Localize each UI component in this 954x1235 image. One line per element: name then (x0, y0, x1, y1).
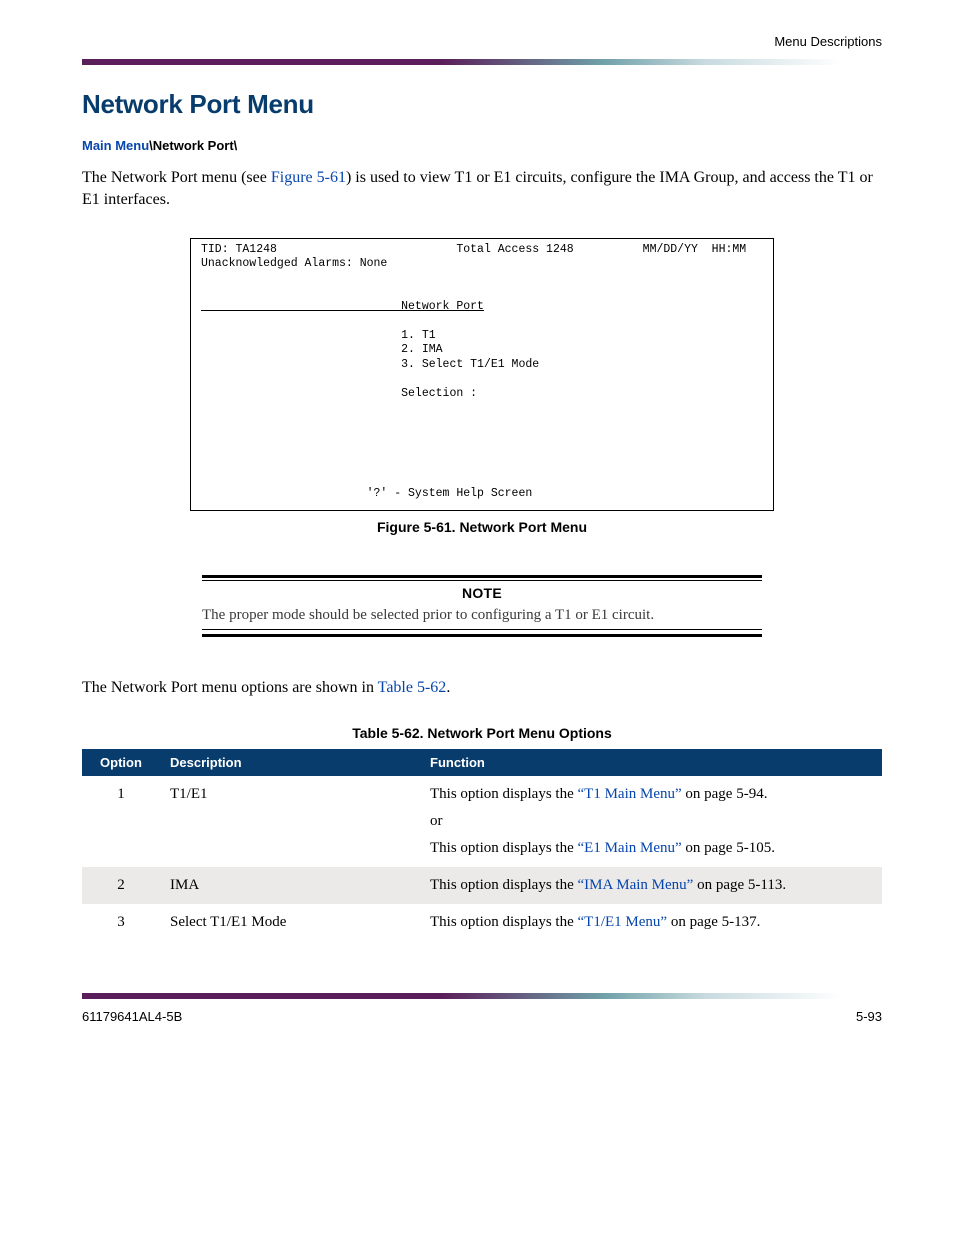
section-heading: Network Port Menu (82, 89, 882, 120)
func-post: on page 5-94. (682, 786, 768, 802)
breadcrumb-rest: \Network Port\ (149, 138, 237, 153)
terminal-title-line: Network Port (201, 300, 484, 313)
footer-left: 61179641AL4-5B (82, 1009, 182, 1024)
func-post: on page 5-137. (667, 914, 760, 930)
td-function: This option displays the “T1 Main Menu” … (420, 776, 882, 867)
terminal-tid-line: TID: TA1248 Total Access 1248 MM/DD/YY H… (201, 243, 746, 256)
breadcrumb-main-menu-link[interactable]: Main Menu (82, 138, 149, 153)
note-rule-bottom-thin (202, 629, 762, 630)
td-function: This option displays the “IMA Main Menu”… (420, 867, 882, 904)
breadcrumb: Main Menu\Network Port\ (82, 138, 882, 153)
func-post: on page 5-113. (693, 877, 786, 893)
td-function: This option displays the “T1/E1 Menu” on… (420, 904, 882, 941)
options-intro-post: . (446, 679, 450, 696)
terminal-alarms-line: Unacknowledged Alarms: None (201, 257, 387, 270)
func-pre2: This option displays the (430, 840, 578, 856)
page-header-right: Menu Descriptions (82, 34, 882, 49)
note-rule-top-thin (202, 580, 762, 581)
note-block: NOTE The proper mode should be selected … (202, 575, 762, 637)
options-table: Option Description Function 1 T1/E1 This… (82, 749, 882, 941)
terminal-help: '?' - System Help Screen (201, 487, 532, 500)
td-option: 1 (82, 776, 160, 867)
terminal-opt1: 1. T1 (201, 329, 436, 342)
figure-caption: Figure 5-61. Network Port Menu (82, 519, 882, 535)
func-pre: This option displays the (430, 914, 578, 930)
td-option: 2 (82, 867, 160, 904)
page-footer: 61179641AL4-5B 5-93 (82, 1009, 882, 1024)
table-row: 1 T1/E1 This option displays the “T1 Mai… (82, 776, 882, 867)
func-pre: This option displays the (430, 786, 578, 802)
terminal-opt2: 2. IMA (201, 343, 443, 356)
func-post2: on page 5-105. (682, 840, 775, 856)
intro-paragraph: The Network Port menu (see Figure 5-61) … (82, 167, 882, 212)
bottom-divider (82, 993, 882, 999)
note-rule-top-thick (202, 575, 762, 578)
td-description: T1/E1 (160, 776, 420, 867)
note-text: The proper mode should be selected prior… (202, 605, 762, 625)
terminal-opt3: 3. Select T1/E1 Mode (201, 358, 539, 371)
options-intro-pre: The Network Port menu options are shown … (82, 679, 378, 696)
t1e1-menu-link[interactable]: “T1/E1 Menu” (578, 914, 668, 930)
e1-main-menu-link[interactable]: “E1 Main Menu” (578, 840, 682, 856)
th-option: Option (82, 749, 160, 776)
table-row: 2 IMA This option displays the “IMA Main… (82, 867, 882, 904)
table-ref-link[interactable]: Table 5-62 (378, 679, 447, 696)
footer-right: 5-93 (856, 1009, 882, 1024)
th-description: Description (160, 749, 420, 776)
func-pre: This option displays the (430, 877, 578, 893)
note-rule-bottom-thick (202, 634, 762, 637)
t1-main-menu-link[interactable]: “T1 Main Menu” (578, 786, 682, 802)
terminal-selection: Selection : (201, 387, 477, 400)
note-heading: NOTE (202, 585, 762, 601)
td-option: 3 (82, 904, 160, 941)
table-header-row: Option Description Function (82, 749, 882, 776)
table-caption: Table 5-62. Network Port Menu Options (82, 725, 882, 741)
options-intro-paragraph: The Network Port menu options are shown … (82, 677, 882, 699)
intro-pre: The Network Port menu (see (82, 169, 271, 186)
ima-main-menu-link[interactable]: “IMA Main Menu” (578, 877, 694, 893)
terminal-screen: TID: TA1248 Total Access 1248 MM/DD/YY H… (190, 238, 774, 511)
td-description: Select T1/E1 Mode (160, 904, 420, 941)
func-or: or (430, 811, 872, 832)
top-divider (82, 59, 882, 65)
th-function: Function (420, 749, 882, 776)
table-row: 3 Select T1/E1 Mode This option displays… (82, 904, 882, 941)
td-description: IMA (160, 867, 420, 904)
figure-ref-link[interactable]: Figure 5-61 (271, 169, 346, 186)
